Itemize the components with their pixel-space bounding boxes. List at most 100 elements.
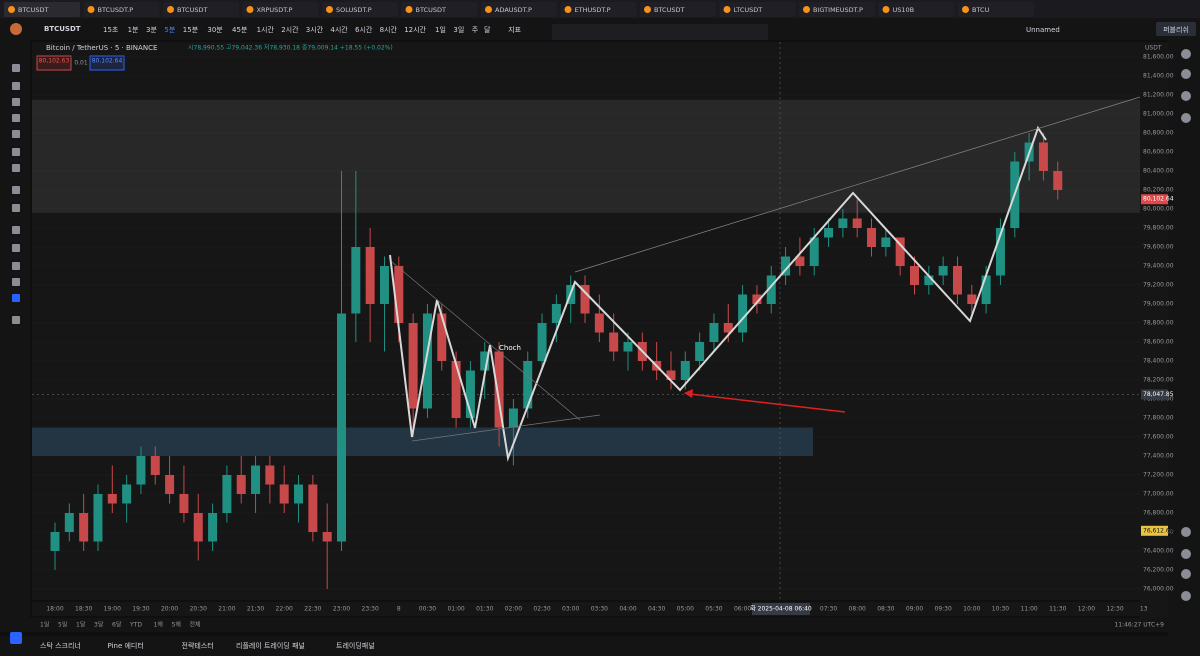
tab[interactable] [401,2,478,17]
tool-icon[interactable] [12,316,20,324]
interval-button[interactable]: 달 [484,26,491,34]
tool-icon[interactable] [12,278,20,286]
interval-button[interactable]: 3시간 [306,25,324,34]
interval-button[interactable]: 15분 [183,26,199,34]
tool-icon[interactable] [12,294,20,302]
tab[interactable] [83,2,160,17]
interval-button[interactable]: 2시간 [281,25,299,34]
tab-label: BTCUSDT.P [98,6,134,14]
candle-body [279,484,289,504]
bottom-tab[interactable]: 트레이딩패널 [336,641,375,650]
sidebar-icon[interactable] [1181,569,1191,579]
y-tick-label: 80,600.00 [1143,149,1174,156]
candle-body [494,351,504,428]
interval-button[interactable]: 1시간 [257,25,275,34]
interval-button[interactable]: 5분 [164,26,175,34]
candle-body [580,285,590,314]
sidebar-icon[interactable] [1181,113,1191,123]
sidebar-icon[interactable] [1181,91,1191,101]
bottom-tab[interactable]: 전략테스터 [182,641,214,650]
tool-icon[interactable] [12,114,20,122]
tab[interactable] [799,2,875,17]
interval-button[interactable]: 45분 [232,26,248,34]
tab[interactable] [4,2,80,17]
interval-button[interactable]: 3일 [453,25,464,34]
range-button[interactable]: 1일 [40,621,49,629]
range-button[interactable]: 3달 [94,621,104,629]
publish-label[interactable]: 퍼블리쉬 [1163,25,1189,34]
interval-button[interactable]: 주 [472,26,479,34]
interval-button[interactable]: 15초 [103,26,119,34]
interval-button[interactable]: 1일 [435,25,446,34]
interval-button[interactable]: 4시간 [330,25,348,34]
tool-icon[interactable] [12,64,20,72]
y-tick-label: 77,400.00 [1143,453,1174,460]
sell-box[interactable] [36,55,72,71]
candle-body [609,332,619,352]
tool-icon[interactable] [12,244,20,252]
y-tick-label: 79,400.00 [1143,263,1174,270]
interval-button[interactable]: 1분 [128,26,139,34]
tool-icon[interactable] [10,632,22,644]
interval-button[interactable]: 30분 [207,26,223,34]
bottom-tab[interactable]: 스탁 스크리너 [40,641,81,650]
tool-icon[interactable] [12,130,20,138]
tab[interactable] [322,2,398,17]
range-button[interactable]: 1달 [76,621,86,629]
range-button[interactable]: 전체 [190,621,201,629]
tab[interactable] [481,2,557,17]
tool-icon[interactable] [12,98,20,106]
tool-icon[interactable] [12,226,20,234]
range-button[interactable]: 5일 [58,621,67,629]
publish-button[interactable] [1156,22,1196,36]
tab-icon [326,6,333,13]
sidebar-icon[interactable] [1181,49,1191,59]
tool-icon[interactable] [12,148,20,156]
range-button[interactable]: 6달 [112,621,122,629]
tab[interactable] [719,2,796,17]
interval-button[interactable]: 8시간 [380,25,398,34]
sidebar-icon[interactable] [1181,591,1191,601]
range-button[interactable]: 5해 [172,621,181,629]
tool-icon[interactable] [12,82,20,90]
interval-button[interactable]: 3분 [146,26,157,34]
tab-icon [723,6,731,13]
bottom-tab[interactable]: Pine 에디터 [108,641,144,650]
tab-label: US10B [893,6,915,14]
layout-name[interactable]: Unnamed [1026,26,1060,34]
candle-body [895,237,905,266]
legend-title: Bitcoin / TetherUS · 5 · BINANCE [46,44,157,52]
buy-box[interactable] [89,55,125,71]
tab[interactable] [163,2,239,17]
tool-icon[interactable] [12,262,20,270]
range-button[interactable]: YTD [129,622,142,629]
sidebar-icon[interactable] [1181,527,1191,537]
x-tick-label: 01:00 [447,606,464,613]
indicators-button[interactable]: 지표 [508,25,521,34]
interval-button[interactable]: 12시간 [404,25,426,34]
price-axis [1140,42,1168,620]
tab[interactable] [958,2,1034,17]
x-tick-label: 18:30 [75,606,92,613]
bottom-tab[interactable]: 리플레이 트레이딩 패널 [236,641,305,650]
y-tick-label: 81,400.00 [1143,73,1174,80]
tool-icon[interactable] [12,186,20,194]
symbol[interactable]: BTCUSDT [44,25,81,33]
range-button[interactable]: 1해 [154,621,163,629]
x-tick-label: 03:00 [562,606,579,613]
bottom-panel-bar [0,636,1168,656]
tool-icon[interactable] [12,204,20,212]
tool-icon[interactable] [12,164,20,172]
avatar[interactable] [10,23,22,35]
sidebar-icon[interactable] [1181,549,1191,559]
chart-pane [32,42,1140,600]
tab-label: XRPUSDT.P [257,6,293,14]
tab[interactable] [878,2,955,17]
sidebar-icon[interactable] [1181,69,1191,79]
tab[interactable] [640,2,716,17]
tab[interactable] [242,2,319,17]
x-tick-label: 07:30 [820,606,837,613]
tab[interactable] [560,2,637,17]
interval-button[interactable]: 6시간 [355,25,373,34]
tab-label: BTCUSDT [654,6,684,14]
